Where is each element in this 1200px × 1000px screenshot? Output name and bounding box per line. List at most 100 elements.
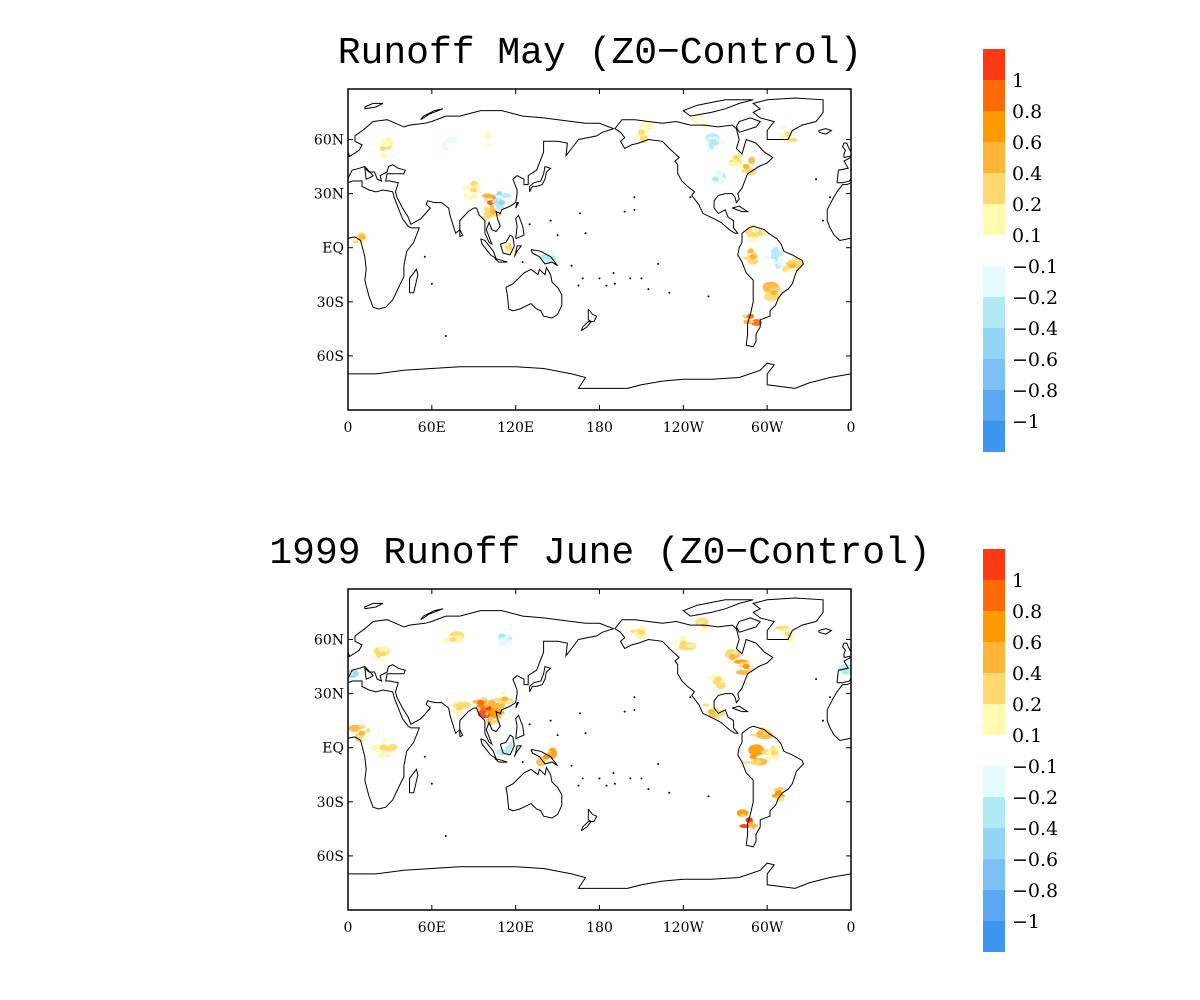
anomaly-cell (447, 640, 455, 646)
coastline-australia (505, 766, 563, 819)
anomaly-cell (754, 731, 757, 735)
colorbar-swatch (983, 173, 1005, 204)
anomaly-cell (451, 130, 460, 139)
anomaly-core (637, 129, 645, 135)
anomaly-us-central (711, 169, 726, 186)
coastline-madagascar (409, 268, 419, 294)
lon-tick-label: 120W (663, 920, 705, 936)
anomaly-cell (739, 823, 750, 829)
anomaly-cell (735, 669, 750, 675)
anomaly-cell (728, 661, 734, 664)
anomaly-cell (452, 706, 458, 710)
island (623, 710, 626, 713)
anomaly-core (711, 176, 719, 182)
island (629, 277, 632, 280)
lon-tick-label: 0 (847, 420, 856, 436)
anomaly-cell (513, 739, 517, 744)
coastline-baffin (735, 117, 762, 133)
anomaly-europe (373, 645, 390, 663)
anomaly-cell (784, 635, 795, 643)
island (549, 219, 552, 222)
island (633, 708, 636, 711)
anomaly-core (379, 745, 387, 751)
anomaly-cell (379, 153, 388, 158)
island (633, 208, 636, 211)
anomaly-cell (685, 644, 695, 648)
island (578, 712, 581, 715)
anomaly-siberia-west (441, 130, 460, 151)
island (430, 782, 433, 785)
colorbar-swatch (983, 80, 1005, 111)
colorbar-swatch (983, 49, 1005, 80)
lon-tick-label: 180 (586, 920, 613, 936)
lon-tick-label: 0 (344, 420, 353, 436)
anomaly-core (498, 633, 506, 639)
anomaly-cell (358, 725, 367, 729)
island (556, 234, 559, 237)
anomaly-cell (773, 294, 781, 302)
coastline-borneo (499, 734, 515, 756)
lat-tick-label: EQ (322, 241, 344, 257)
anomaly-cell (505, 632, 509, 636)
colorbar-label: −1 (1012, 411, 1040, 433)
anomaly-southern-brazil (762, 281, 782, 302)
colorbar-swatch (983, 704, 1005, 735)
anomaly-core (505, 745, 513, 751)
anomaly-cell (734, 650, 739, 656)
anomaly-cell (500, 193, 512, 199)
anomaly-siberia-west (441, 631, 465, 646)
colorbar-label: 1 (1012, 70, 1024, 92)
anomaly-cell (715, 174, 721, 178)
coastline-japan (529, 165, 552, 193)
map-figure: 60N 30N EQ 30S 60S 0 60E 120E 180 120W 60W 0 1 0.8 0.6… (314, 549, 1058, 952)
coastline-sri-lanka (459, 229, 464, 238)
colorbar-swatch (983, 611, 1005, 642)
coastline-north-america (614, 119, 774, 234)
anomaly-west-africa (348, 724, 371, 743)
anomaly-core (788, 263, 796, 269)
island (423, 255, 426, 258)
anomaly-cell (752, 823, 756, 830)
anomaly-cell (509, 739, 515, 744)
coastline-greenland (752, 97, 824, 140)
lon-tick-label: 60W (751, 920, 784, 936)
lat-tick-label: 60S (317, 349, 344, 365)
anomaly-cell (511, 742, 519, 746)
island (423, 755, 426, 758)
coastline-java (494, 258, 508, 263)
anomaly-core (714, 676, 722, 682)
colorbar-swatch (983, 359, 1005, 390)
anomaly-india (452, 701, 472, 715)
coastline-japan (529, 665, 552, 693)
island (521, 761, 524, 764)
anomaly-siberia-central (498, 628, 513, 646)
anomaly-core (358, 234, 366, 240)
coastline-canada-islands (682, 599, 754, 617)
anomaly-amazon-west (743, 248, 759, 265)
anomaly-cell (777, 257, 785, 267)
island (612, 771, 615, 774)
anomaly-cell (698, 628, 702, 633)
coastline-africa (826, 682, 851, 742)
anomaly-cell (710, 674, 722, 678)
lon-tick-label: 120W (663, 420, 705, 436)
anomaly-cell (485, 711, 489, 716)
anomaly-core (505, 245, 513, 251)
anomaly-cell (748, 156, 756, 165)
anomaly-cell (778, 247, 784, 253)
anomaly-iberia (348, 664, 851, 683)
anomaly-cell (702, 127, 716, 132)
anomaly-cell (502, 628, 512, 631)
anomaly-cell (772, 261, 778, 265)
lon-tick-label: 180 (586, 420, 613, 436)
coastline-british-isles (842, 642, 851, 658)
coastline-eurasia (348, 610, 616, 746)
anomaly-core (774, 790, 782, 796)
lon-tick-label: 60E (418, 920, 446, 936)
anomaly-cell (742, 314, 746, 318)
coastline-java (494, 758, 508, 763)
coastline-novaya-zemlya (420, 108, 444, 121)
anomaly-cell (749, 236, 758, 243)
anomaly-cell (786, 137, 798, 142)
anomaly-cell (720, 679, 725, 683)
